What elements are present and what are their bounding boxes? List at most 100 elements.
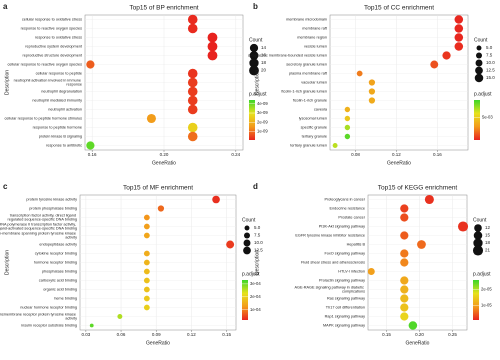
y-tick-label: Rap1 signaling pathway <box>325 315 365 319</box>
dot <box>143 232 150 239</box>
size-legend-label: 15 <box>485 233 491 238</box>
dot <box>187 86 198 97</box>
y-tick-label: cellular response to oxidative stress <box>22 18 82 22</box>
dot <box>187 77 198 88</box>
color-bar <box>474 100 480 140</box>
size-legend-label: 14 <box>261 45 267 50</box>
x-tick-label: 0.15 <box>222 332 231 337</box>
dot <box>400 249 409 258</box>
y-tick-label: membrane raft <box>302 27 328 31</box>
dot <box>332 143 338 148</box>
x-axis-title: GeneRatio <box>387 160 411 166</box>
dot <box>187 23 198 34</box>
x-tick-label: 0.20 <box>160 152 169 157</box>
size-legend-label: 5.0 <box>486 45 493 50</box>
y-tick-label: Prolactin signaling pathway <box>319 279 365 283</box>
x-tick-label: 0.12 <box>392 152 401 157</box>
dot <box>143 295 150 302</box>
color-bar <box>249 100 255 140</box>
y-tick-label: vesicle lumen <box>304 45 327 49</box>
size-legend-title: Count <box>473 217 487 223</box>
color-legend-label: 1e-04 <box>250 307 261 312</box>
y-tick-label: FoxO signaling pathway <box>324 252 365 256</box>
dot <box>344 115 351 122</box>
y-tick-label: membrane microdomain <box>286 18 327 22</box>
panel-letter: d <box>253 182 258 191</box>
color-bar <box>473 280 479 320</box>
y-tick-label: ficolin-1-rich granule <box>293 99 327 103</box>
size-legend-label: 18 <box>485 240 491 245</box>
y-tick-label: nuclear hormone receptor binding <box>20 306 77 310</box>
dot <box>430 60 439 69</box>
size-legend-label: 15.0 <box>486 75 495 80</box>
size-legend-dot <box>244 225 250 231</box>
size-legend-label: 10.0 <box>254 240 263 245</box>
y-tick-label: neutrophil mediated immunity <box>32 99 82 103</box>
dot <box>157 205 165 212</box>
color-legend-label: 5e-03 <box>482 115 493 120</box>
size-legend-dot <box>475 59 483 67</box>
x-tick-label: 0.20 <box>415 332 424 337</box>
y-tick-label: caveola <box>314 108 328 112</box>
y-tick-label: endopeptidase activity <box>39 243 77 247</box>
x-tick-label: 0.06 <box>117 332 126 337</box>
size-legend-label: 5.0 <box>254 225 261 230</box>
dot <box>454 33 464 42</box>
y-tick-label: cytoplasmic membrane-bounded vesicle lum… <box>248 54 327 58</box>
size-legend-dot <box>474 73 484 83</box>
y-axis-title: Description <box>4 70 10 95</box>
x-axis-title: GeneRatio <box>152 160 176 166</box>
x-tick-label: 0.08 <box>351 152 360 157</box>
size-legend-dot <box>249 58 259 68</box>
dot <box>143 268 150 275</box>
y-tick-label: response to antibiotic <box>46 144 82 148</box>
y-tick-label: RNA polymerase II transcription factor a… <box>0 223 77 231</box>
dot <box>187 68 198 79</box>
dot <box>143 259 150 266</box>
y-tick-label: vacuolar lumen <box>301 81 327 85</box>
panel-letter: b <box>253 2 258 11</box>
dot <box>86 141 95 150</box>
y-tick-label: reproductive structure development <box>22 54 82 58</box>
color-legend-title: p.adjust <box>474 91 492 97</box>
y-tick-label: neutrophil activation <box>48 108 82 112</box>
x-tick-label: 0.03 <box>81 332 90 337</box>
color-legend-label: 3e-04 <box>250 281 261 286</box>
dot <box>368 97 376 104</box>
color-bar <box>242 280 248 320</box>
y-tick-label: hormone receptor binding <box>34 261 77 265</box>
color-legend-label: 2e-05 <box>481 287 492 292</box>
panel-letter: c <box>3 182 8 191</box>
y-tick-label: cellular response to reactive oxygen spe… <box>7 63 82 67</box>
y-tick-label: non-membrane spanning protein tyrosine k… <box>0 232 77 240</box>
color-legend-label: 2e-09 <box>257 119 268 124</box>
dot <box>400 258 409 267</box>
size-legend-title: Count <box>242 217 256 223</box>
dot <box>356 70 363 77</box>
color-legend-label: 2e-04 <box>250 294 261 299</box>
size-legend-dot <box>249 65 259 76</box>
dot <box>424 194 434 205</box>
size-legend-dot <box>473 231 483 240</box>
dot <box>344 106 351 113</box>
size-legend-dot <box>249 51 259 60</box>
panel-letter: a <box>3 2 8 11</box>
y-tick-label: organic acid binding <box>43 288 77 292</box>
y-tick-label: protein kinase B signaling <box>39 135 82 139</box>
dot <box>187 95 198 106</box>
dot <box>143 304 150 311</box>
y-tick-label: Endocrine resistance <box>330 207 365 211</box>
dot <box>187 122 198 133</box>
color-legend-label: 1e-05 <box>481 303 492 308</box>
dot <box>400 231 409 240</box>
dot <box>400 303 409 312</box>
dot <box>143 223 150 230</box>
dot <box>368 88 376 95</box>
dot <box>187 14 198 25</box>
y-tick-label: response to peptide hormone <box>33 126 82 130</box>
size-legend-label: 20 <box>261 68 267 73</box>
dot <box>212 195 220 204</box>
dot <box>417 240 426 249</box>
y-tick-label: response to reactive oxygen species <box>21 27 83 31</box>
